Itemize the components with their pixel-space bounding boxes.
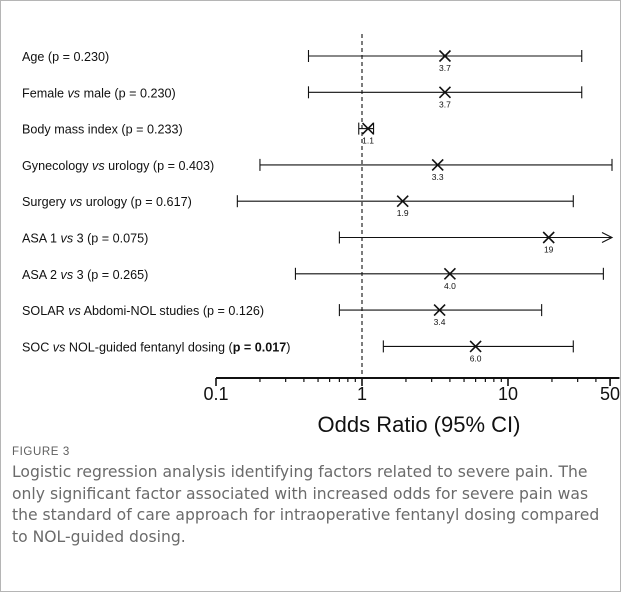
row-label-part: vs	[68, 86, 81, 100]
forest-row: Gynecology vs urology (p = 0.403) 3.3	[22, 158, 613, 182]
or-marker	[396, 195, 409, 208]
row-label-part: SOC	[22, 340, 53, 354]
row-label-part: urology (p = 0.403)	[105, 159, 215, 173]
or-marker	[438, 86, 452, 99]
row-label-part: SOLAR	[22, 304, 68, 318]
or-marker	[542, 231, 555, 244]
row-label-part: vs	[61, 268, 74, 282]
row-label: ASA 1 vs 3 (p = 0.075)	[22, 232, 148, 246]
or-marker-stroke	[361, 122, 375, 135]
or-marker	[433, 304, 446, 317]
or-value-label: 3.7	[439, 99, 451, 109]
row-label: SOC vs NOL-guided fentanyl dosing (p = 0…	[22, 340, 290, 354]
or-marker-stroke	[438, 86, 452, 99]
or-value-label: 3.4	[434, 317, 446, 327]
x-axis-label: Odds Ratio (95% CI)	[318, 412, 521, 437]
row-label-part: Abdomi-NOL studies (p = 0.126)	[81, 304, 264, 318]
row-label: Body mass index (p = 0.233)	[22, 123, 183, 137]
forest-row: Surgery vs urology (p = 0.617) 1.9	[22, 195, 574, 218]
row-label-part: 3 (p = 0.265)	[73, 268, 148, 282]
row-label-part: ASA 2	[22, 268, 61, 282]
or-marker-stroke	[431, 158, 444, 171]
forest-row: Body mass index (p = 0.233) 1.1	[22, 122, 375, 146]
row-label: Gynecology vs urology (p = 0.403)	[22, 159, 214, 173]
row-label-part: urology (p = 0.617)	[82, 195, 192, 209]
or-value-label: 6.0	[470, 353, 482, 363]
or-value-label: 3.7	[439, 63, 451, 73]
or-marker-stroke	[438, 49, 452, 63]
or-marker	[438, 49, 452, 63]
x-axis: 0.1 1 10 50	[203, 377, 620, 404]
row-label-part: male (p = 0.230)	[80, 86, 176, 100]
x-tick-label: 10	[498, 384, 518, 404]
or-marker	[469, 340, 482, 353]
row-label-part: vs	[92, 159, 105, 173]
row-label-part: Surgery	[22, 195, 70, 209]
row-label-part: )	[286, 340, 290, 354]
row-label: Surgery vs urology (p = 0.617)	[22, 195, 192, 209]
row-label-part: vs	[68, 304, 81, 318]
row-label: Female vs male (p = 0.230)	[22, 86, 176, 100]
caption-text: Logistic regression analysis identifying…	[12, 463, 600, 546]
row-label: Age (p = 0.230)	[22, 50, 109, 64]
x-tick-label: 50	[600, 384, 620, 404]
forest-row: Female vs male (p = 0.230) 3.7	[22, 86, 583, 109]
row-label-part: Age (p = 0.230)	[22, 50, 109, 64]
forest-row: SOC vs NOL-guided fentanyl dosing (p = 0…	[22, 340, 574, 363]
forest-row: SOLAR vs Abdomi-NOL studies (p = 0.126) 3…	[22, 304, 543, 327]
row-label-part: vs	[53, 340, 66, 354]
or-value-label: 4.0	[444, 281, 456, 291]
row-label-part: 3 (p = 0.075)	[73, 232, 148, 246]
or-marker-stroke	[542, 231, 555, 244]
row-label: SOLAR vs Abdomi-NOL studies (p = 0.126)	[22, 304, 264, 318]
row-label: ASA 2 vs 3 (p = 0.265)	[22, 268, 148, 282]
row-label-part: vs	[61, 232, 74, 246]
or-marker-stroke	[443, 267, 456, 280]
or-marker	[431, 158, 444, 171]
row-label-part: Gynecology	[22, 159, 92, 173]
row-label-part: NOL-guided fentanyl dosing (	[65, 340, 233, 354]
or-value-label: 19	[544, 245, 554, 255]
or-marker-stroke	[469, 340, 482, 353]
or-value-label: 3.3	[432, 172, 444, 182]
or-marker-stroke	[396, 195, 409, 208]
or-marker-stroke	[433, 304, 446, 317]
ci-arrow	[601, 232, 614, 243]
forest-row: ASA 1 vs 3 (p = 0.075) 19	[22, 231, 614, 255]
row-label-part: p = 0.017	[233, 340, 287, 354]
row-label-part: Female	[22, 86, 68, 100]
figure-caption: FIGURE 3 Logistic regression analysis id…	[12, 446, 612, 548]
x-tick-label: 0.1	[203, 384, 228, 404]
or-value-label: 1.9	[397, 208, 409, 218]
row-label-part: Body mass index (p = 0.233)	[22, 123, 183, 137]
caption-label: FIGURE 3	[12, 446, 70, 458]
row-label-part: ASA 1	[22, 232, 61, 246]
or-marker	[361, 122, 375, 135]
x-tick-label: 1	[357, 384, 367, 404]
row-label-part: vs	[70, 195, 83, 209]
or-value-label: 1.1	[362, 136, 374, 146]
forest-row: ASA 2 vs 3 (p = 0.265) 4.0	[22, 267, 604, 291]
forest-row: Age (p = 0.230) 3.7	[22, 49, 583, 73]
or-marker	[443, 267, 456, 280]
